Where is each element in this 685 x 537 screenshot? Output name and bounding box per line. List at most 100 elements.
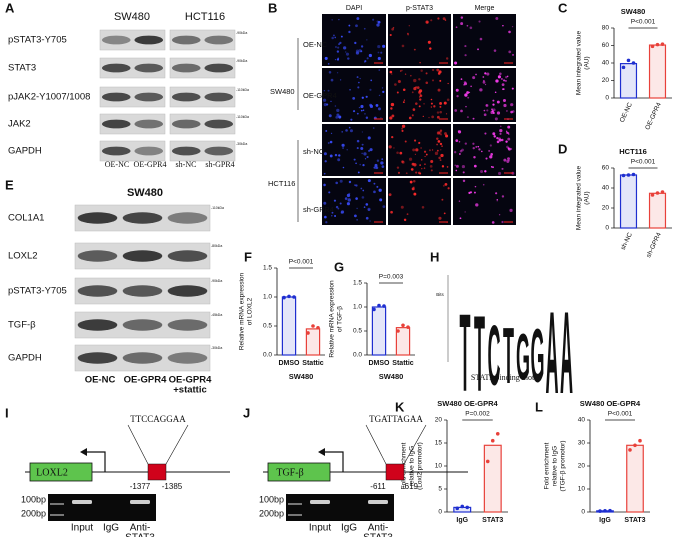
cell	[373, 166, 377, 170]
cell	[373, 190, 376, 194]
cell	[438, 131, 442, 135]
cell	[347, 198, 351, 202]
cell	[366, 57, 369, 60]
cell	[354, 184, 356, 186]
label: -30kDa	[236, 142, 247, 146]
point	[638, 438, 642, 443]
label: STAT3	[363, 533, 393, 537]
point	[292, 295, 296, 299]
cell	[489, 144, 492, 147]
cell	[502, 25, 504, 27]
cell	[496, 198, 498, 201]
panel-label: F	[244, 249, 252, 264]
cell	[376, 185, 379, 188]
cell	[335, 115, 339, 119]
cell	[472, 76, 476, 80]
cell	[360, 109, 363, 112]
cell	[391, 135, 394, 139]
cell	[424, 155, 426, 158]
cell	[472, 146, 475, 150]
cell	[335, 46, 337, 48]
point	[626, 58, 631, 63]
band	[134, 92, 164, 102]
label: GAPDH	[8, 146, 42, 157]
cell	[490, 153, 493, 156]
cell	[364, 158, 367, 160]
cell	[511, 26, 514, 28]
arrow	[85, 451, 106, 472]
gel-band	[368, 500, 388, 504]
cell	[509, 208, 513, 213]
cell	[360, 104, 364, 109]
label: 60	[602, 42, 610, 49]
cell	[343, 46, 347, 50]
cell	[444, 183, 448, 186]
cell	[338, 154, 341, 157]
cell	[496, 200, 498, 202]
point	[631, 172, 636, 177]
blot	[169, 113, 236, 135]
cell	[473, 164, 477, 168]
label: 0	[605, 95, 609, 102]
cell	[503, 103, 507, 108]
cell	[362, 164, 365, 167]
cell	[433, 105, 436, 108]
cell	[492, 132, 496, 136]
cell	[499, 72, 502, 76]
point	[633, 443, 637, 448]
label: pJAK2-Y1007/1008	[8, 92, 90, 103]
cell	[479, 88, 483, 92]
cell	[455, 88, 459, 92]
cell	[325, 221, 328, 224]
label: -619	[402, 482, 419, 491]
cell	[446, 166, 449, 168]
cell	[430, 169, 433, 172]
cell	[431, 115, 435, 119]
cell	[440, 153, 444, 158]
point	[287, 294, 291, 299]
cell	[415, 148, 419, 152]
cell	[390, 107, 393, 110]
cell	[495, 79, 499, 83]
label: -1385	[162, 482, 183, 491]
cell	[419, 98, 422, 101]
bar	[395, 327, 411, 356]
cell	[330, 78, 334, 82]
cell	[436, 68, 440, 72]
band	[122, 250, 163, 262]
cell	[403, 218, 407, 222]
cell	[418, 90, 421, 94]
cell	[475, 73, 477, 76]
cell	[413, 180, 416, 183]
cell	[347, 57, 350, 60]
panel-label: L	[535, 399, 543, 414]
cell	[498, 214, 501, 216]
label: P<0.001	[631, 159, 656, 166]
cell	[327, 142, 330, 144]
point	[311, 324, 315, 328]
cell	[363, 206, 366, 208]
cell	[439, 142, 443, 146]
cell	[344, 197, 348, 200]
point	[455, 506, 460, 511]
cell	[418, 96, 421, 98]
point	[377, 303, 381, 308]
cell	[455, 169, 458, 172]
cell	[482, 183, 485, 186]
cell	[363, 152, 367, 156]
label: of LOXL2	[247, 297, 254, 325]
cell	[411, 162, 415, 166]
label: STAT3	[8, 63, 36, 74]
cell	[479, 37, 483, 41]
cell	[380, 51, 383, 54]
cell	[441, 165, 445, 168]
cell	[457, 130, 462, 134]
cell	[337, 207, 340, 210]
cell	[501, 195, 505, 198]
point	[495, 432, 500, 436]
point	[608, 508, 612, 513]
label: IgG	[456, 517, 468, 524]
label: SW480	[379, 372, 404, 381]
label: DAPI	[346, 5, 362, 12]
cell	[488, 150, 490, 152]
